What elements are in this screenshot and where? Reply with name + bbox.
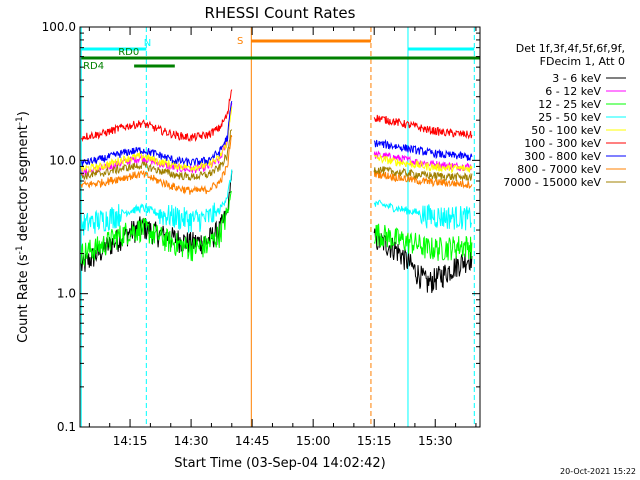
x-axis-label: Start Time (03-Sep-04 14:02:42) [174,456,385,471]
series-3-6-kev-segment-1 [373,228,473,294]
legend-label: 100 - 300 keV [524,137,601,150]
legend-header-line: Det 1f,3f,4f,5f,6f,9f, [516,42,625,55]
status-bar-label-rd4: RD4 [83,61,104,72]
y-tick-label: 0.1 [57,420,76,434]
legend-label: 12 - 25 keV [538,98,601,111]
series-12-25-kev-segment-1 [373,223,473,261]
y-tick-label: 1.0 [57,287,76,301]
series-100-300-kev-segment-1 [373,114,473,140]
series-12-25-kev-segment-0 [80,190,233,267]
y-tick-label: 10.0 [49,153,76,167]
series-300-800-kev-segment-0 [80,100,233,167]
series-300-800-kev-segment-1 [373,138,473,161]
chart-title: RHESSI Count Rates [205,4,356,22]
status-bar-label-s: S [237,36,243,47]
legend-label: 6 - 12 keV [545,85,601,98]
x-tick-label: 15:00 [296,434,331,448]
legend-label: 3 - 6 keV [552,72,601,85]
series-800-7000-kev-segment-0 [80,134,233,195]
timestamp: 20-Oct-2021 15:22 [560,467,636,476]
legend-label: 800 - 7000 keV [517,163,601,176]
x-tick-label: 15:30 [418,434,453,448]
x-tick-label: 15:15 [357,434,392,448]
plot-area: N RD0 RD4 S [80,27,480,427]
y-axis-label-sup1: -1 [15,245,25,254]
series-50-100-kev-segment-1 [373,154,473,174]
x-tick-label: 14:30 [174,434,209,448]
series-25-50-kev-segment-0 [80,169,233,236]
y-axis-label-mid: detector segment [16,125,31,245]
series-7000-15000-kev-segment-0 [80,129,233,181]
series-50-100-kev-segment-0 [80,106,233,173]
status-bar-label-rd0: RD0 [118,47,139,58]
plot-frame [79,26,481,428]
legend-label: 25 - 50 keV [538,111,601,124]
legend: Det 1f,3f,4f,5f,6f,9f,FDecim 1, Att 0 3 -… [503,42,626,189]
y-axis-label-main: Count Rate (s [16,254,31,343]
x-tick-label: 14:15 [113,434,148,448]
y-axis: 0.1 1.0 10.0 100.0 [42,20,480,434]
y-axis-label-sup2: -1 [15,116,25,125]
series-800-7000-kev-segment-1 [373,169,473,189]
series-100-300-kev-segment-0 [81,89,233,143]
x-axis: 14:15 14:30 14:45 15:00 15:15 15:30 [88,27,477,448]
legend-label: 7000 - 15000 keV [503,176,601,189]
legend-header-line: FDecim 1, Att 0 [540,55,625,68]
y-tick-label: 100.0 [42,20,76,34]
series-7000-15000-kev-segment-1 [373,166,473,182]
legend-label: 50 - 100 keV [531,124,601,137]
x-tick-label: 14:45 [235,434,270,448]
y-axis-label: Count Rate (s-1 detector segment-1) [15,111,31,343]
y-axis-label-end: ) [16,111,31,116]
status-bar-label-n: N [144,38,151,49]
series-25-50-kev-segment-1 [373,199,473,231]
legend-label: 300 - 800 keV [524,150,601,163]
